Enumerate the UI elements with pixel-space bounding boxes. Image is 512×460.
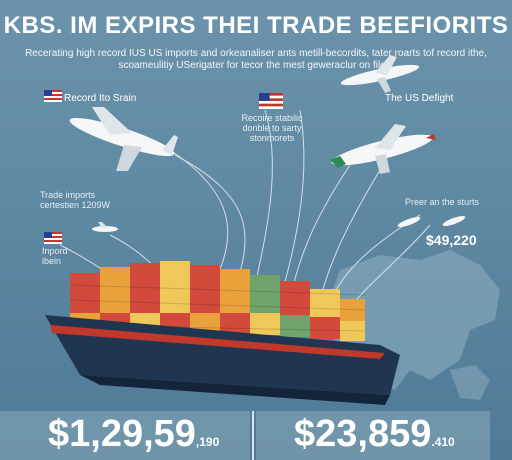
cargo-ship-icon — [45, 261, 400, 405]
us-flag-icon — [44, 90, 62, 102]
trade-imports-line: Trade imports — [40, 190, 96, 200]
inpord-line: Inpord — [42, 246, 68, 256]
airplane-icon — [340, 55, 420, 93]
stat-panel-right: $23,859.410 — [256, 411, 490, 460]
airplane-icon — [330, 124, 436, 174]
subtitle-line-2: scoameulitiy USerigater for tecor the me… — [118, 60, 394, 71]
route-line — [254, 109, 273, 286]
page-title: KBS. IM EXPIRS THEI TRADE BEEFIORITS — [3, 12, 509, 39]
stat-left: $1,29,59,190 — [48, 413, 219, 456]
preer-value: $49,220 — [426, 232, 477, 248]
record-label: Record Ito Srain — [64, 93, 137, 104]
us-defight-label: The US Defight — [385, 93, 454, 104]
airplane-icon — [442, 216, 466, 226]
hull-stripe — [50, 325, 385, 359]
trade-imports-label: Trade imports certestien 1209W — [40, 190, 110, 210]
page-subtitle: Recerating high record IUS US imports an… — [20, 48, 492, 72]
subtitle-line-1: Recerating high record IUS US imports an… — [25, 48, 487, 59]
stat-right: $23,859.410 — [294, 413, 455, 456]
stat-left-decimal: ,190 — [195, 435, 220, 449]
inpord-line: ibein — [42, 256, 62, 266]
route-line — [319, 169, 381, 301]
route-line — [279, 109, 305, 301]
middle-note-line: donble to sarty — [242, 123, 302, 133]
preer-label: Preer an the sturts — [405, 197, 480, 207]
trade-imports-line: certestien 1209W — [40, 200, 111, 210]
route-line — [169, 149, 229, 281]
inpord-label: Inpord ibein — [42, 246, 68, 266]
airplane-icon — [397, 217, 421, 227]
airplane-icon — [92, 222, 118, 232]
middle-note: Recoire stabilic donble to sarty stonmor… — [232, 113, 312, 143]
stat-right-value: $23,859 — [294, 413, 432, 455]
stat-right-decimal: .410 — [431, 435, 455, 449]
stat-panel-left: $1,29,59,190 — [0, 411, 250, 460]
airplane-icon — [69, 107, 178, 171]
us-flag-icon — [259, 93, 283, 109]
stat-left-value: $1,29,59 — [48, 413, 196, 455]
middle-note-line: stonmorets — [249, 133, 295, 143]
middle-note-line: Recoire stabilic — [241, 113, 303, 123]
us-flag-icon — [44, 232, 62, 244]
stat-divider — [252, 411, 254, 460]
